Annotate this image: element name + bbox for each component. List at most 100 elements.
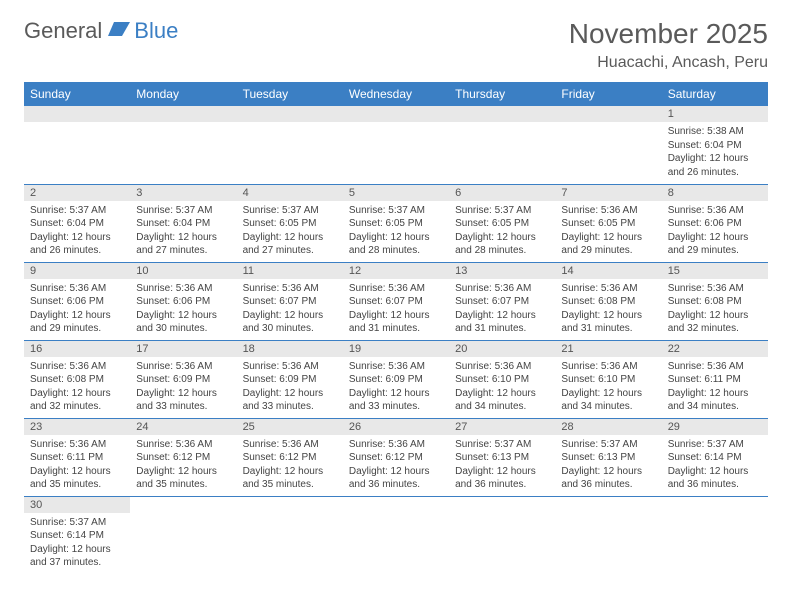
day-body: Sunrise: 5:37 AMSunset: 6:13 PMDaylight:…	[555, 435, 661, 496]
day-info-line: Sunrise: 5:37 AM	[455, 204, 549, 218]
day-info-line: Daylight: 12 hours	[455, 465, 549, 479]
header: General Blue November 2025 Huacachi, Anc…	[24, 18, 768, 72]
day-info-line: and 36 minutes.	[561, 478, 655, 492]
day-info-line: Sunrise: 5:36 AM	[561, 282, 655, 296]
day-number	[343, 106, 449, 122]
day-body: Sunrise: 5:36 AMSunset: 6:11 PMDaylight:…	[24, 435, 130, 496]
day-info-line: and 31 minutes.	[561, 322, 655, 336]
day-info-line: Sunset: 6:07 PM	[349, 295, 443, 309]
day-info-line: Daylight: 12 hours	[561, 465, 655, 479]
day-info-line: Daylight: 12 hours	[455, 309, 549, 323]
day-info-line: and 28 minutes.	[455, 244, 549, 258]
day-info-line: and 35 minutes.	[30, 478, 124, 492]
day-info-line: Sunset: 6:05 PM	[561, 217, 655, 231]
day-info-line: Daylight: 12 hours	[455, 387, 549, 401]
day-info-line: and 29 minutes.	[30, 322, 124, 336]
day-number	[555, 106, 661, 122]
day-number: 24	[130, 419, 236, 435]
day-info-line: Daylight: 12 hours	[243, 309, 337, 323]
day-number: 2	[24, 185, 130, 201]
calendar-cell: 25Sunrise: 5:36 AMSunset: 6:12 PMDayligh…	[237, 418, 343, 496]
day-info-line: Sunset: 6:08 PM	[668, 295, 762, 309]
day-info-line: Sunrise: 5:36 AM	[136, 282, 230, 296]
day-info-line: Sunset: 6:09 PM	[136, 373, 230, 387]
page: General Blue November 2025 Huacachi, Anc…	[0, 0, 792, 592]
day-info-line: Daylight: 12 hours	[668, 231, 762, 245]
day-info-line: and 32 minutes.	[30, 400, 124, 414]
day-body: Sunrise: 5:36 AMSunset: 6:09 PMDaylight:…	[130, 357, 236, 418]
calendar-cell	[130, 106, 236, 184]
day-info-line: Sunset: 6:11 PM	[30, 451, 124, 465]
calendar-cell	[130, 496, 236, 574]
day-info-line: Daylight: 12 hours	[30, 465, 124, 479]
day-number: 25	[237, 419, 343, 435]
day-number: 17	[130, 341, 236, 357]
day-info-line: Daylight: 12 hours	[668, 152, 762, 166]
day-info-line: Sunrise: 5:37 AM	[30, 516, 124, 530]
day-info-line: and 36 minutes.	[349, 478, 443, 492]
day-info-line: and 26 minutes.	[668, 166, 762, 180]
calendar-table: SundayMondayTuesdayWednesdayThursdayFrid…	[24, 82, 768, 574]
calendar-cell: 27Sunrise: 5:37 AMSunset: 6:13 PMDayligh…	[449, 418, 555, 496]
day-info-line: Sunrise: 5:37 AM	[136, 204, 230, 218]
calendar-cell: 26Sunrise: 5:36 AMSunset: 6:12 PMDayligh…	[343, 418, 449, 496]
day-info-line: Sunrise: 5:36 AM	[561, 360, 655, 374]
day-info-line: Sunrise: 5:36 AM	[349, 360, 443, 374]
calendar-cell: 23Sunrise: 5:36 AMSunset: 6:11 PMDayligh…	[24, 418, 130, 496]
day-body: Sunrise: 5:37 AMSunset: 6:05 PMDaylight:…	[237, 201, 343, 262]
day-body: Sunrise: 5:36 AMSunset: 6:08 PMDaylight:…	[662, 279, 768, 340]
day-info-line: and 33 minutes.	[243, 400, 337, 414]
day-info-line: Sunrise: 5:36 AM	[136, 360, 230, 374]
day-body: Sunrise: 5:36 AMSunset: 6:09 PMDaylight:…	[237, 357, 343, 418]
weekday-header: Monday	[130, 82, 236, 106]
day-number: 11	[237, 263, 343, 279]
calendar-cell	[449, 106, 555, 184]
weekday-header: Friday	[555, 82, 661, 106]
calendar-cell: 30Sunrise: 5:37 AMSunset: 6:14 PMDayligh…	[24, 496, 130, 574]
day-info-line: Sunrise: 5:36 AM	[455, 282, 549, 296]
calendar-cell: 20Sunrise: 5:36 AMSunset: 6:10 PMDayligh…	[449, 340, 555, 418]
day-info-line: Sunset: 6:12 PM	[349, 451, 443, 465]
day-body: Sunrise: 5:37 AMSunset: 6:05 PMDaylight:…	[449, 201, 555, 262]
day-number: 18	[237, 341, 343, 357]
day-info-line: Daylight: 12 hours	[668, 309, 762, 323]
day-info-line: Daylight: 12 hours	[668, 387, 762, 401]
day-number: 4	[237, 185, 343, 201]
calendar-week: 9Sunrise: 5:36 AMSunset: 6:06 PMDaylight…	[24, 262, 768, 340]
day-info-line: Sunrise: 5:38 AM	[668, 125, 762, 139]
day-info-line: Sunset: 6:14 PM	[30, 529, 124, 543]
day-body: Sunrise: 5:37 AMSunset: 6:13 PMDaylight:…	[449, 435, 555, 496]
weekday-header: Saturday	[662, 82, 768, 106]
day-info-line: Sunset: 6:05 PM	[349, 217, 443, 231]
day-body: Sunrise: 5:36 AMSunset: 6:10 PMDaylight:…	[449, 357, 555, 418]
day-info-line: and 36 minutes.	[668, 478, 762, 492]
day-info-line: Daylight: 12 hours	[349, 231, 443, 245]
day-number: 13	[449, 263, 555, 279]
day-info-line: and 34 minutes.	[455, 400, 549, 414]
day-number: 20	[449, 341, 555, 357]
day-info-line: and 26 minutes.	[30, 244, 124, 258]
day-number: 21	[555, 341, 661, 357]
day-info-line: Sunset: 6:12 PM	[136, 451, 230, 465]
calendar-cell: 14Sunrise: 5:36 AMSunset: 6:08 PMDayligh…	[555, 262, 661, 340]
day-info-line: Sunrise: 5:36 AM	[349, 438, 443, 452]
day-info-line: Daylight: 12 hours	[30, 387, 124, 401]
day-info-line: Sunset: 6:09 PM	[243, 373, 337, 387]
day-body	[449, 122, 555, 129]
day-info-line: and 34 minutes.	[561, 400, 655, 414]
day-number: 12	[343, 263, 449, 279]
weekday-header: Wednesday	[343, 82, 449, 106]
day-number: 9	[24, 263, 130, 279]
calendar-cell: 6Sunrise: 5:37 AMSunset: 6:05 PMDaylight…	[449, 184, 555, 262]
day-number: 8	[662, 185, 768, 201]
day-number: 15	[662, 263, 768, 279]
calendar-cell: 22Sunrise: 5:36 AMSunset: 6:11 PMDayligh…	[662, 340, 768, 418]
calendar-cell	[237, 106, 343, 184]
calendar-cell: 15Sunrise: 5:36 AMSunset: 6:08 PMDayligh…	[662, 262, 768, 340]
day-body	[130, 122, 236, 129]
logo-text-blue: Blue	[134, 18, 178, 44]
day-info-line: Sunrise: 5:36 AM	[668, 360, 762, 374]
day-info-line: Daylight: 12 hours	[561, 231, 655, 245]
day-info-line: Sunrise: 5:37 AM	[30, 204, 124, 218]
calendar-week: 1Sunrise: 5:38 AMSunset: 6:04 PMDaylight…	[24, 106, 768, 184]
